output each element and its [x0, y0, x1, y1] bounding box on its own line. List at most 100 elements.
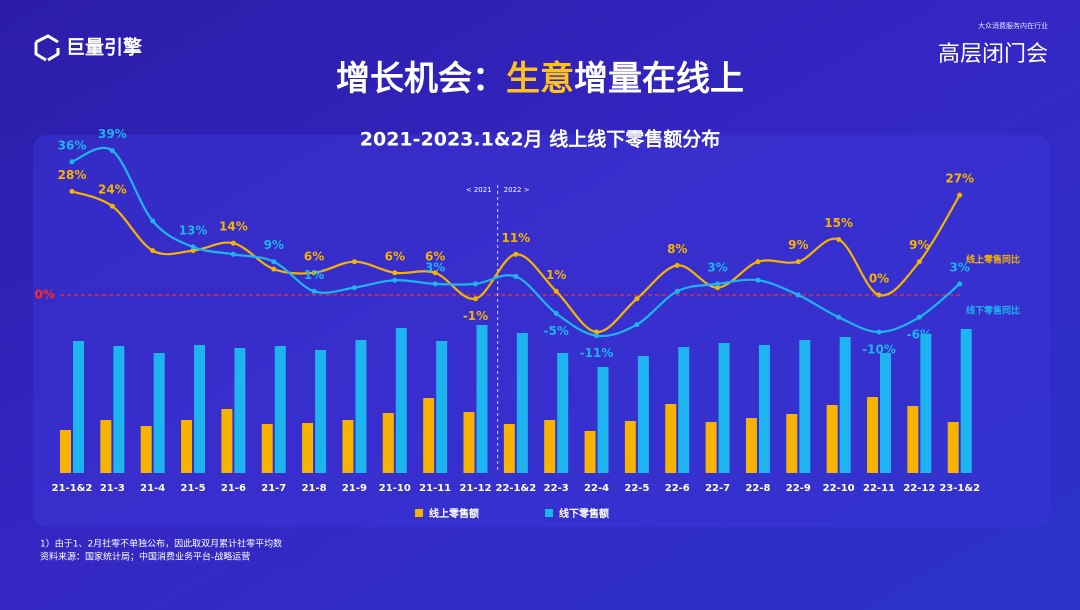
point [715, 285, 721, 291]
value-label: 27% [945, 172, 974, 186]
x-tick-label: 22-12 [903, 483, 935, 494]
point [473, 281, 478, 287]
bar [665, 404, 677, 473]
event-logo: 高层闭门会 [938, 42, 1048, 67]
value-label: 11% [501, 231, 530, 245]
point [755, 277, 761, 283]
point [876, 292, 882, 298]
bar [839, 337, 851, 473]
value-label: 3% [950, 260, 970, 274]
bar [100, 420, 112, 473]
bar [705, 422, 717, 473]
bar [153, 353, 165, 473]
bar [947, 422, 959, 473]
bar [960, 329, 972, 473]
point [311, 270, 317, 276]
bar [194, 345, 206, 473]
x-tick-label: 21-10 [379, 483, 411, 494]
point [271, 266, 277, 272]
point [109, 148, 115, 154]
bar [234, 348, 246, 473]
point [594, 333, 600, 339]
point [957, 281, 963, 287]
bar [342, 420, 354, 473]
point [109, 203, 115, 209]
point [190, 248, 196, 254]
bar [436, 341, 448, 473]
bar [355, 340, 367, 473]
event-tagline: 大众消费服务内在行业 [978, 21, 1048, 30]
bar [718, 343, 730, 473]
x-tick-label: 22-7 [705, 483, 730, 494]
bar [261, 424, 273, 473]
bar [907, 406, 919, 473]
legend-label: 线下零售额 [559, 507, 609, 520]
x-tick-label: 22-4 [584, 483, 609, 494]
main-title: 增长机会：生意增量在线上 [336, 59, 744, 99]
value-label: 6% [304, 249, 324, 263]
title-part: 增长机会： [336, 59, 506, 99]
point [473, 296, 478, 302]
bar [867, 397, 878, 473]
point [553, 311, 559, 316]
point [392, 270, 398, 276]
bar [799, 340, 811, 473]
bar [382, 413, 394, 473]
title-highlight: 生意 [506, 59, 574, 99]
x-tick-label: 21-1&2 [52, 483, 93, 494]
bar [395, 328, 407, 473]
bar [624, 421, 636, 473]
value-label: -1% [463, 309, 488, 323]
legend-label: 线上零售额 [429, 507, 479, 520]
point [674, 262, 680, 268]
point [150, 248, 156, 254]
point [513, 274, 519, 279]
value-label: 1% [546, 268, 566, 282]
bar [745, 418, 757, 473]
value-label: 3% [425, 260, 445, 274]
series-label: 线下零售同比 [966, 305, 1020, 317]
point [634, 322, 640, 328]
title-part: 增量在线上 [574, 59, 744, 99]
point [432, 270, 438, 276]
x-tick-label: 21-11 [419, 483, 451, 494]
bar [678, 347, 690, 473]
point [715, 281, 721, 287]
point [150, 218, 156, 224]
value-label: 15% [824, 216, 853, 230]
x-tick-label: 21-6 [221, 483, 246, 494]
bar [637, 356, 649, 473]
footnote: 资料来源：国家统计局；中国消费业务平台-战略运营 [40, 551, 250, 563]
point [432, 281, 438, 287]
point [594, 329, 600, 335]
x-tick-label: 22-9 [786, 483, 811, 494]
point [351, 285, 357, 291]
bar [315, 350, 327, 473]
value-label: -6% [907, 328, 932, 342]
bar [544, 420, 556, 473]
bar [503, 424, 515, 473]
point [69, 188, 75, 194]
point [271, 259, 277, 265]
x-tick-label: 21-3 [100, 483, 125, 494]
x-tick-label: 21-12 [460, 483, 492, 494]
point [351, 259, 357, 265]
point [755, 259, 761, 265]
x-tick-label: 22-6 [665, 483, 690, 494]
bar [584, 431, 596, 473]
x-tick-label: 22-1&2 [495, 483, 536, 494]
value-label: -10% [862, 343, 896, 357]
point [916, 314, 922, 320]
legend-swatch [415, 509, 423, 517]
x-tick-label: 22-10 [823, 483, 855, 494]
x-tick-label: 22-11 [863, 483, 895, 494]
footnote: 1）由于1、2月社零不单独公布，因此取双月累计社零平均数 [40, 538, 282, 550]
value-label: 6% [425, 249, 445, 263]
value-label: 14% [219, 220, 248, 234]
value-label: 3% [707, 260, 727, 274]
bar [423, 398, 435, 473]
point [311, 288, 317, 294]
value-label: 9% [264, 238, 284, 252]
